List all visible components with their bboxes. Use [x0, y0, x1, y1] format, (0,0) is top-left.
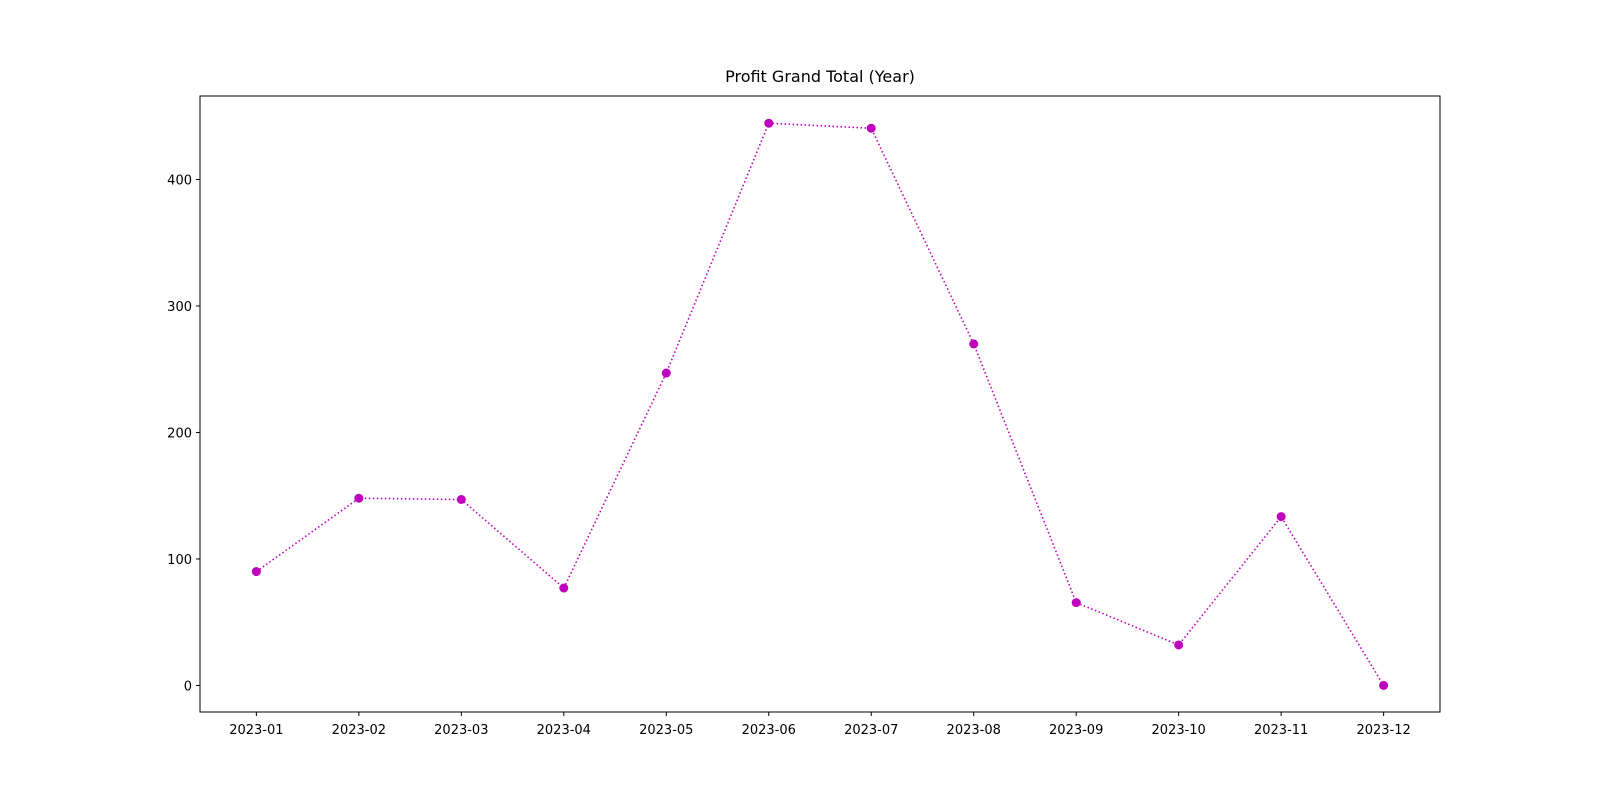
- x-tick-label: 2023-12: [1356, 723, 1410, 738]
- y-tick-label: 100: [167, 553, 192, 568]
- point: [1276, 512, 1286, 522]
- point: [661, 368, 671, 378]
- x-tick-label: 2023-07: [844, 723, 898, 738]
- x-tick-label: 2023-02: [332, 723, 386, 738]
- point: [251, 567, 261, 577]
- x-tick-label: 2023-01: [229, 723, 283, 738]
- y-tick-label: 400: [167, 173, 192, 188]
- x-tick-label: 2023-09: [1049, 723, 1103, 738]
- point: [1379, 680, 1389, 690]
- point: [1071, 598, 1081, 608]
- x-tick-label: 2023-06: [742, 723, 796, 738]
- y-tick-label: 300: [167, 300, 192, 315]
- plot-frame: [199, 95, 1441, 713]
- y-tick-label: 200: [167, 426, 192, 441]
- point: [1174, 640, 1184, 650]
- x-tick-label: 2023-10: [1152, 723, 1206, 738]
- x-tick-label: 2023-11: [1254, 723, 1308, 738]
- point: [354, 493, 364, 503]
- chart-title: Profit Grand Total (Year): [725, 67, 915, 86]
- point: [456, 494, 466, 504]
- point: [764, 118, 774, 128]
- point: [866, 123, 876, 133]
- x-tick-label: 2023-08: [947, 723, 1001, 738]
- y-tick-label: 0: [184, 679, 192, 694]
- x-tick-label: 2023-04: [537, 723, 591, 738]
- point: [969, 339, 979, 349]
- x-tick-label: 2023-05: [639, 723, 693, 738]
- point: [559, 583, 569, 593]
- x-tick-label: 2023-03: [434, 723, 488, 738]
